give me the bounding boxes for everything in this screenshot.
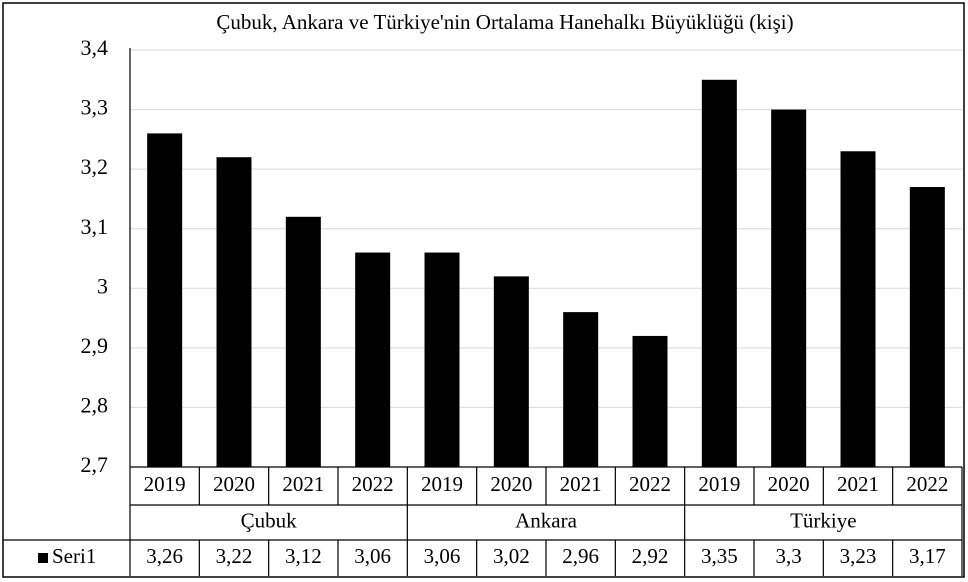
value-label: 3,3	[776, 544, 802, 568]
bar	[285, 216, 321, 467]
x-tick-label: 2021	[837, 472, 879, 496]
x-tick-label: 2022	[352, 472, 394, 496]
value-label: 3,06	[354, 544, 391, 568]
bar	[632, 335, 668, 467]
bar	[424, 252, 460, 467]
x-tick-label: 2021	[560, 472, 602, 496]
x-tick-label: 2021	[282, 472, 324, 496]
value-label: 2,92	[632, 544, 669, 568]
bar	[771, 109, 807, 468]
legend-key	[38, 553, 48, 563]
value-label: 3,17	[909, 544, 946, 568]
value-label: 3,06	[424, 544, 461, 568]
x-tick-label: 2020	[213, 472, 255, 496]
value-label: 2,96	[562, 544, 599, 568]
value-label: 3,35	[701, 544, 738, 568]
bar	[909, 187, 945, 467]
x-tick-label: 2022	[906, 472, 948, 496]
y-tick-label: 3,2	[81, 154, 109, 179]
value-label: 3,12	[285, 544, 322, 568]
x-tick-label: 2020	[768, 472, 810, 496]
y-tick-label: 2,9	[81, 333, 109, 358]
group-label: Çubuk	[241, 508, 298, 532]
y-tick-label: 2,7	[81, 452, 109, 477]
x-tick-label: 2019	[421, 472, 463, 496]
y-tick-label: 3,3	[81, 95, 109, 120]
legend-label: Seri1	[52, 544, 96, 568]
y-tick-label: 3,4	[81, 35, 109, 60]
chart-title: Çubuk, Ankara ve Türkiye'nin Ortalama Ha…	[216, 10, 793, 34]
y-tick-label: 2,8	[81, 392, 109, 417]
bar	[701, 79, 737, 468]
value-label: 3,02	[493, 544, 530, 568]
x-tick-label: 2019	[698, 472, 740, 496]
group-label: Türkiye	[790, 508, 856, 532]
bar	[840, 151, 876, 467]
bar	[355, 252, 391, 467]
bar	[493, 276, 529, 467]
x-tick-label: 2022	[629, 472, 671, 496]
group-label: Ankara	[515, 508, 577, 532]
value-label: 3,22	[216, 544, 253, 568]
bar	[147, 133, 183, 467]
bar	[563, 312, 599, 467]
x-tick-label: 2019	[144, 472, 186, 496]
value-label: 3,23	[840, 544, 877, 568]
x-tick-label: 2020	[490, 472, 532, 496]
y-tick-label: 3	[97, 273, 108, 298]
y-tick-label: 3,1	[81, 214, 109, 239]
bar	[216, 157, 252, 467]
value-label: 3,26	[146, 544, 183, 568]
